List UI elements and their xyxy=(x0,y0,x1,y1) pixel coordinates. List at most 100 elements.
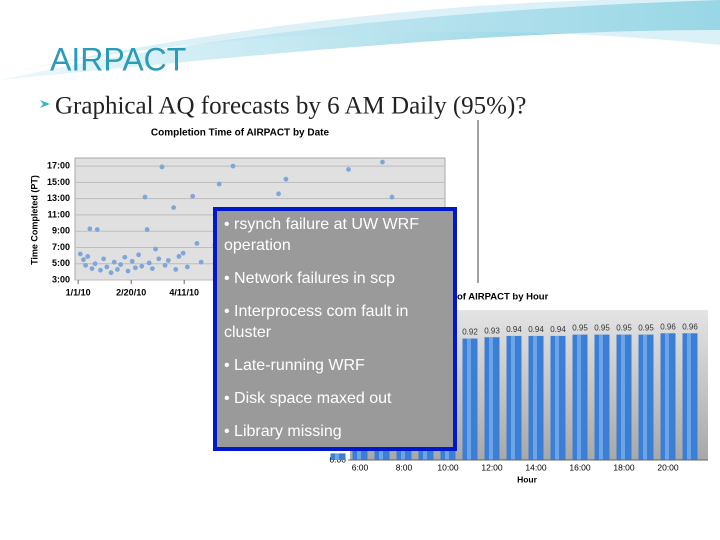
data-point xyxy=(380,159,385,165)
y-axis-label: Time Completed (PT) xyxy=(29,175,39,265)
chart-title: of AIRPACT by Hour xyxy=(457,292,549,303)
data-point xyxy=(180,250,186,256)
data-point xyxy=(389,194,395,200)
x-tick-label: 10:00 xyxy=(437,462,459,472)
x-tick-label: 8:00 xyxy=(396,462,413,472)
bullet-icon xyxy=(40,100,50,108)
value-label: 0.95 xyxy=(594,324,610,333)
x-tick-label: 20:00 xyxy=(657,462,679,472)
bar-highlight xyxy=(335,453,339,460)
data-point xyxy=(165,258,171,263)
bar-highlight xyxy=(511,335,515,460)
x-tick-label: 2/20/10 xyxy=(116,287,146,297)
data-point xyxy=(146,260,152,266)
callout-line: operation xyxy=(224,237,291,254)
data-point xyxy=(81,257,86,263)
data-point xyxy=(176,254,182,259)
data-point xyxy=(194,241,200,246)
data-point xyxy=(216,181,222,187)
callout-line: cluster xyxy=(224,324,272,341)
data-point xyxy=(171,205,176,211)
x-tick-label: 14:00 xyxy=(525,462,547,472)
y-tick-label: 9:00 xyxy=(52,226,70,236)
y-tick-label: 17:00 xyxy=(47,161,70,171)
x-tick-label: 12:00 xyxy=(481,462,503,472)
callout: • rsynch failure at UW WRF operation • Net… xyxy=(213,207,457,451)
data-point xyxy=(77,251,83,257)
data-point xyxy=(276,191,281,197)
y-tick-label: 11:00 xyxy=(47,209,70,219)
bullet-text: Graphical AQ forecasts by 6 AM Daily (95… xyxy=(55,93,526,120)
data-point xyxy=(162,262,168,268)
data-point xyxy=(108,270,114,276)
bar-highlight xyxy=(577,334,581,460)
chart-title: Completion Time of AIRPACT by Date xyxy=(151,128,330,139)
data-point xyxy=(139,263,145,269)
data-point xyxy=(153,246,158,252)
data-point xyxy=(118,262,123,267)
data-point xyxy=(198,259,204,265)
callout-item: • Late-running WRF xyxy=(224,357,365,374)
data-point xyxy=(230,163,236,169)
callout-item: • Interprocess com fault in cluster xyxy=(224,303,408,341)
value-label: 0.96 xyxy=(682,322,698,331)
value-label: 0.92 xyxy=(462,328,478,337)
x-tick-label: 6:00 xyxy=(352,462,369,472)
callout-item: • rsynch failure at UW WRF operation xyxy=(224,216,419,254)
x-tick-label: 18:00 xyxy=(613,462,635,472)
x-tick-label: 1/1/10 xyxy=(66,287,91,297)
value-label: 0.95 xyxy=(616,324,632,333)
value-label: 0.94 xyxy=(550,325,566,334)
data-point xyxy=(94,227,100,232)
callout-item: • Disk space maxed out xyxy=(224,390,392,407)
slide-title: AIRPACT xyxy=(50,41,186,77)
data-point xyxy=(111,259,117,265)
data-point xyxy=(98,267,103,273)
bar-highlight xyxy=(621,334,625,460)
data-point xyxy=(133,265,138,271)
callout-item: • Library missing xyxy=(224,423,342,440)
value-label: 0.95 xyxy=(638,324,654,333)
data-point xyxy=(149,266,155,272)
data-point xyxy=(159,164,165,170)
bar-highlight xyxy=(467,338,471,460)
y-tick-label: 13:00 xyxy=(47,193,70,203)
data-point xyxy=(184,264,190,270)
data-point xyxy=(85,254,91,259)
data-point xyxy=(92,261,98,267)
value-label: 0.93 xyxy=(484,326,500,335)
data-point xyxy=(144,227,150,232)
data-point xyxy=(89,266,95,272)
bar-highlight xyxy=(489,337,493,460)
value-label: 0.94 xyxy=(506,325,522,334)
value-label: 0.96 xyxy=(660,322,676,331)
y-tick-label: 5:00 xyxy=(52,258,70,268)
data-point xyxy=(173,267,179,272)
x-tick-label: 4/11/10 xyxy=(169,287,199,297)
callout-line: • Interprocess com fault in xyxy=(224,303,408,320)
callout-item: • Network failures in scp xyxy=(224,270,395,287)
x-axis-label: Hour xyxy=(517,474,538,484)
data-point xyxy=(104,264,110,270)
data-point xyxy=(136,252,142,258)
data-point xyxy=(125,268,131,274)
header-wave xyxy=(0,0,720,75)
data-point xyxy=(83,262,89,268)
data-point xyxy=(346,166,351,172)
bar-highlight xyxy=(533,335,537,460)
data-point xyxy=(142,194,148,200)
callout-box xyxy=(213,207,457,451)
value-label: 0.95 xyxy=(572,324,588,333)
data-point xyxy=(101,256,107,262)
callout-line: • rsynch failure at UW WRF xyxy=(224,216,419,233)
y-tick-label: 7:00 xyxy=(52,242,70,252)
bar-highlight xyxy=(643,334,647,460)
data-point xyxy=(87,226,93,232)
bar-highlight xyxy=(687,333,691,460)
y-tick-label: 15:00 xyxy=(47,177,70,187)
data-point xyxy=(190,193,196,199)
value-label: 0.94 xyxy=(528,325,544,334)
data-point xyxy=(122,254,128,260)
data-point xyxy=(156,256,162,262)
